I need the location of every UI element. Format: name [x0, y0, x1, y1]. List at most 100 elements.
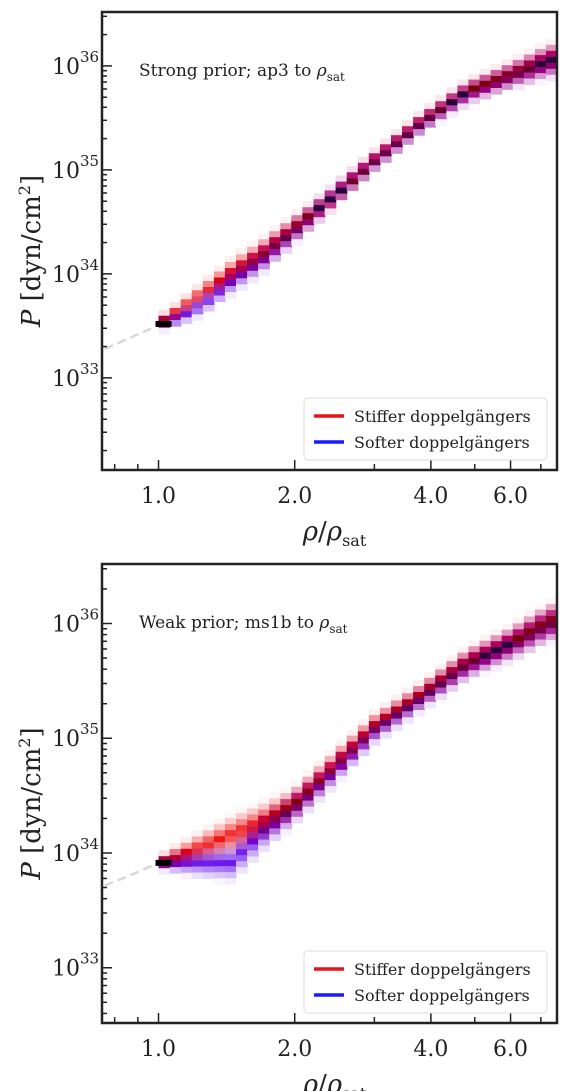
- density-cell: [424, 109, 436, 116]
- density-cell: [169, 308, 182, 315]
- density-cell: [446, 661, 458, 668]
- density-cell: [191, 842, 204, 850]
- density-cell: [224, 824, 237, 831]
- density-cell: [202, 305, 215, 312]
- density-cell: [169, 314, 182, 321]
- density-cell: [457, 85, 470, 92]
- x-tick-label: 1.0: [141, 484, 176, 509]
- density-cell: [534, 49, 547, 56]
- density-cell: [169, 867, 182, 874]
- density-cell: [313, 217, 326, 224]
- y-tick-label: 1034: [52, 256, 99, 288]
- density-cell: [490, 64, 503, 71]
- density-cell: [468, 79, 481, 87]
- density-cell: [335, 739, 348, 747]
- density-cell: [545, 68, 557, 76]
- density-cell: [490, 70, 503, 77]
- density-cell: [302, 776, 315, 784]
- density-cell: [424, 115, 436, 122]
- density-cell: [224, 818, 237, 825]
- density-cell: [291, 227, 303, 234]
- plot-area: [104, 38, 557, 351]
- density-cell: [213, 872, 226, 879]
- density-cell: [291, 804, 303, 812]
- density-cell: [424, 701, 436, 709]
- density-cell: [191, 284, 204, 291]
- density-cell: [501, 83, 514, 90]
- density-cell: [357, 162, 370, 170]
- y-tick-label: 1035: [52, 720, 99, 752]
- density-cell: [202, 866, 215, 873]
- density-cell: [368, 715, 381, 722]
- y-axis-label: P [dyn/cm2]: [15, 175, 47, 328]
- density-cell: [379, 707, 392, 715]
- density-cell: [457, 664, 470, 672]
- density-cell: [545, 74, 557, 82]
- density-cell: [446, 655, 458, 662]
- density-cell: [346, 753, 359, 761]
- density-cell: [368, 727, 381, 734]
- density-cell: [391, 700, 403, 708]
- density-cell: [479, 92, 492, 100]
- density-cell: [335, 193, 348, 201]
- density-cell: [236, 248, 248, 255]
- density-cell: [457, 91, 470, 98]
- density-cell: [213, 860, 226, 867]
- density-cell: [501, 629, 514, 637]
- density-cell: [169, 849, 182, 856]
- density-cell: [413, 680, 425, 687]
- density-cell: [213, 283, 226, 291]
- y-label-p: P: [17, 309, 47, 328]
- density-cell: [391, 141, 403, 148]
- legend: Stiffer doppelgängers Softer doppelgänger…: [303, 397, 548, 461]
- y-tick-exponent: 33: [80, 950, 99, 968]
- density-cell: [280, 799, 292, 806]
- density-cell: [457, 646, 470, 654]
- density-cell: [534, 615, 547, 623]
- density-cell: [247, 850, 259, 857]
- legend-label-softer: Softer doppelgängers: [354, 433, 530, 452]
- density-cell: [335, 769, 348, 777]
- density-cell: [169, 843, 182, 850]
- density-cell: [490, 659, 503, 666]
- density-cell: [357, 749, 370, 756]
- density-cell: [335, 751, 348, 759]
- density-cell: [191, 866, 204, 874]
- density-cell: [191, 872, 204, 880]
- legend-label-stiffer: Stiffer doppelgängers: [354, 960, 531, 979]
- density-cell: [202, 860, 215, 867]
- density-cell: [280, 235, 292, 242]
- density-cell: [158, 327, 171, 335]
- density-cell: [213, 295, 226, 303]
- density-cell: [545, 616, 557, 623]
- y-label-unit: [dyn/cm: [17, 748, 47, 862]
- density-cell: [424, 695, 436, 703]
- density-cell: [457, 670, 470, 678]
- density-cell: [280, 829, 292, 836]
- density-cell: [435, 681, 447, 689]
- density-cell: [291, 215, 303, 222]
- annotation-main: Strong prior; ap3 to: [139, 61, 317, 81]
- density-cell: [379, 144, 392, 151]
- density-cell: [523, 60, 536, 68]
- plot-area: [104, 598, 557, 887]
- density-cell: [402, 126, 414, 133]
- density-cell: [435, 663, 447, 671]
- density-cell: [435, 687, 447, 695]
- density-cell: [468, 97, 481, 105]
- density-cell: [224, 866, 237, 873]
- density-cell: [213, 271, 226, 279]
- density-cell: [368, 709, 381, 716]
- density-cell: [202, 872, 215, 879]
- density-cell: [413, 692, 425, 699]
- density-cell: [335, 745, 348, 753]
- density-cell: [391, 694, 403, 702]
- density-cell: [324, 756, 337, 763]
- density-cell: [247, 264, 259, 272]
- density-cell: [269, 231, 281, 238]
- annotation-symbol: ρ: [316, 61, 327, 81]
- density-cell: [379, 725, 392, 733]
- x-axis: 1.0 2.0 4.0 6.0: [113, 460, 542, 509]
- density-cell: [346, 741, 359, 749]
- density-cell: [180, 866, 193, 874]
